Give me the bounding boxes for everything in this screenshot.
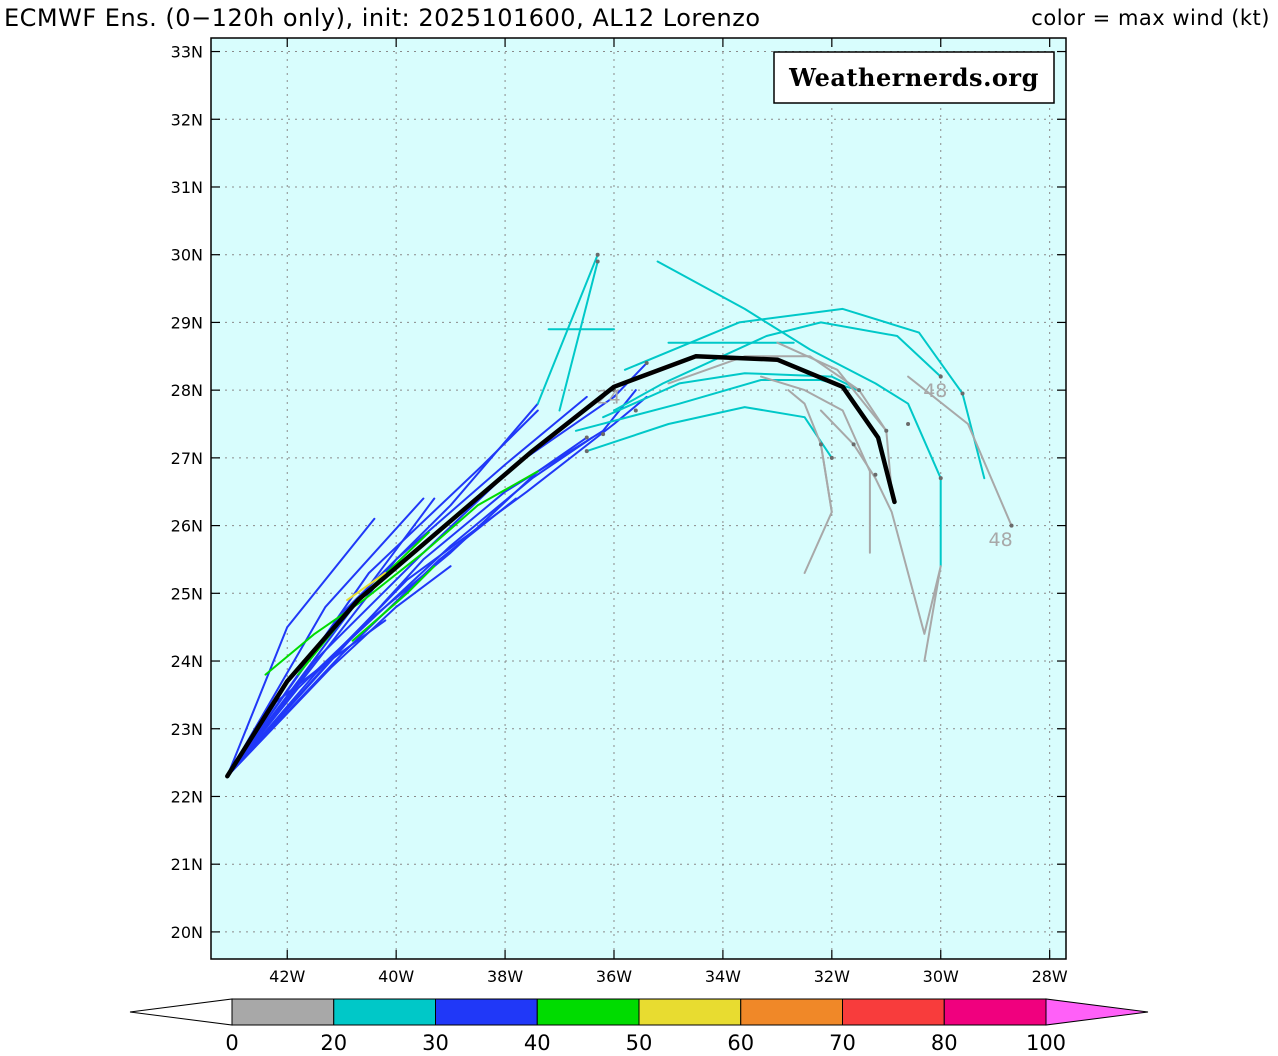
x-tick-label: 40W [378, 967, 414, 986]
colorbar-tick-label: 40 [524, 1031, 551, 1055]
track-point [633, 408, 638, 413]
colorbar-tick-label: 60 [727, 1031, 754, 1055]
track-point [584, 449, 589, 454]
track-point [938, 476, 943, 481]
track-point [851, 442, 856, 447]
y-tick-label: 23N [171, 720, 203, 739]
colorbar-tick-label: 30 [422, 1031, 449, 1055]
member-track [226, 362, 648, 778]
colorbar-tick-label: 70 [829, 1031, 856, 1055]
member-track [226, 395, 588, 778]
track-point [601, 432, 606, 437]
y-tick-label: 25N [171, 584, 203, 603]
colorbar-bin [842, 998, 945, 1026]
y-tick-label: 33N [171, 43, 203, 62]
colorbar-bin [943, 998, 1047, 1026]
x-tick-label: 34W [705, 967, 741, 986]
colorbar-bin [435, 998, 538, 1026]
track-point [1009, 523, 1014, 528]
member-track [776, 341, 893, 493]
member-track [351, 565, 436, 642]
x-tick-label: 42W [269, 967, 305, 986]
y-tick-label: 22N [171, 787, 203, 806]
member-track [346, 572, 387, 602]
colorbar-bin [638, 998, 742, 1026]
watermark-text: Weathernerds.org [788, 63, 1039, 92]
ensemble-mean-track [225, 354, 897, 779]
track-point [857, 388, 862, 393]
colorbar-under-arrow [129, 998, 233, 1026]
member-track [226, 497, 425, 778]
colorbar-bin [333, 998, 436, 1026]
x-tick-label: 36W [596, 967, 632, 986]
member-track [760, 375, 871, 554]
track-point [938, 374, 943, 379]
member-track [226, 517, 376, 778]
member-track [226, 436, 588, 778]
x-tick-label: 30W [923, 967, 959, 986]
lead-time-label: 48 [989, 529, 1013, 551]
lead-time-label: 24 [596, 387, 620, 409]
y-tick-label: 20N [171, 923, 203, 942]
axis-ticks: 42W 40W 38W 36W 34W 32W 30W 28W 20N 21N 22N 23N 24N 2… [171, 38, 1068, 986]
lead-time-label: 48 [923, 380, 947, 402]
member-track [226, 389, 637, 778]
x-tick-label: 38W [487, 967, 523, 986]
colorbar-bin [740, 998, 843, 1026]
colorbar-tick-label: 20 [320, 1031, 347, 1055]
y-tick-label: 31N [171, 178, 203, 197]
member-track [264, 470, 539, 676]
colorbar-bin [536, 998, 640, 1026]
y-tick-label: 26N [171, 517, 203, 536]
colorbar-tick-label: 50 [626, 1031, 653, 1055]
y-tick-label: 32N [171, 110, 203, 129]
track-point [595, 259, 600, 264]
colorbar-tick-label: 0 [225, 1031, 238, 1055]
y-tick-label: 28N [171, 381, 203, 400]
map-frame [210, 37, 1067, 960]
y-tick-label: 29N [171, 313, 203, 332]
y-tick-label: 24N [171, 652, 203, 671]
grid-lines [211, 38, 1066, 959]
track-point [584, 435, 589, 440]
watermark: Weathernerds.org [773, 51, 1055, 104]
member-track [558, 260, 599, 412]
member-track [667, 355, 888, 432]
colorbar-tick-label: 80 [931, 1031, 958, 1055]
member-track [623, 307, 986, 480]
colorbar-tick-label: 100 [1026, 1031, 1066, 1055]
lead-time-labels: 24 48 48 [596, 380, 1012, 551]
colorbar: 0 20 30 40 50 60 70 80 100 [129, 998, 1149, 1055]
colorbar-note: color = max wind (kt) [1031, 6, 1270, 30]
track-point-markers [584, 252, 1014, 528]
colorbar-over-arrow [1045, 998, 1149, 1026]
track-point [884, 428, 889, 433]
member-track [907, 375, 1013, 527]
x-tick-label: 28W [1032, 967, 1068, 986]
member-track [585, 406, 833, 459]
member-track [819, 443, 833, 513]
x-tick-label: 32W [814, 967, 850, 986]
y-tick-label: 30N [171, 246, 203, 265]
track-point [818, 442, 823, 447]
track-point [595, 252, 600, 257]
track-point [960, 391, 965, 396]
y-tick-label: 27N [171, 449, 203, 468]
track-point [829, 455, 834, 460]
chart-title: ECMWF Ens. (0−120h only), init: 20251016… [4, 4, 761, 32]
map-background [211, 38, 1066, 959]
member-track [602, 372, 861, 419]
colorbar-bin [231, 998, 335, 1026]
ensemble-mean-track-group [225, 354, 897, 779]
track-point [906, 422, 911, 427]
member-track [613, 321, 942, 412]
y-tick-label: 21N [171, 855, 203, 874]
track-point [873, 472, 878, 477]
track-point [644, 361, 649, 366]
